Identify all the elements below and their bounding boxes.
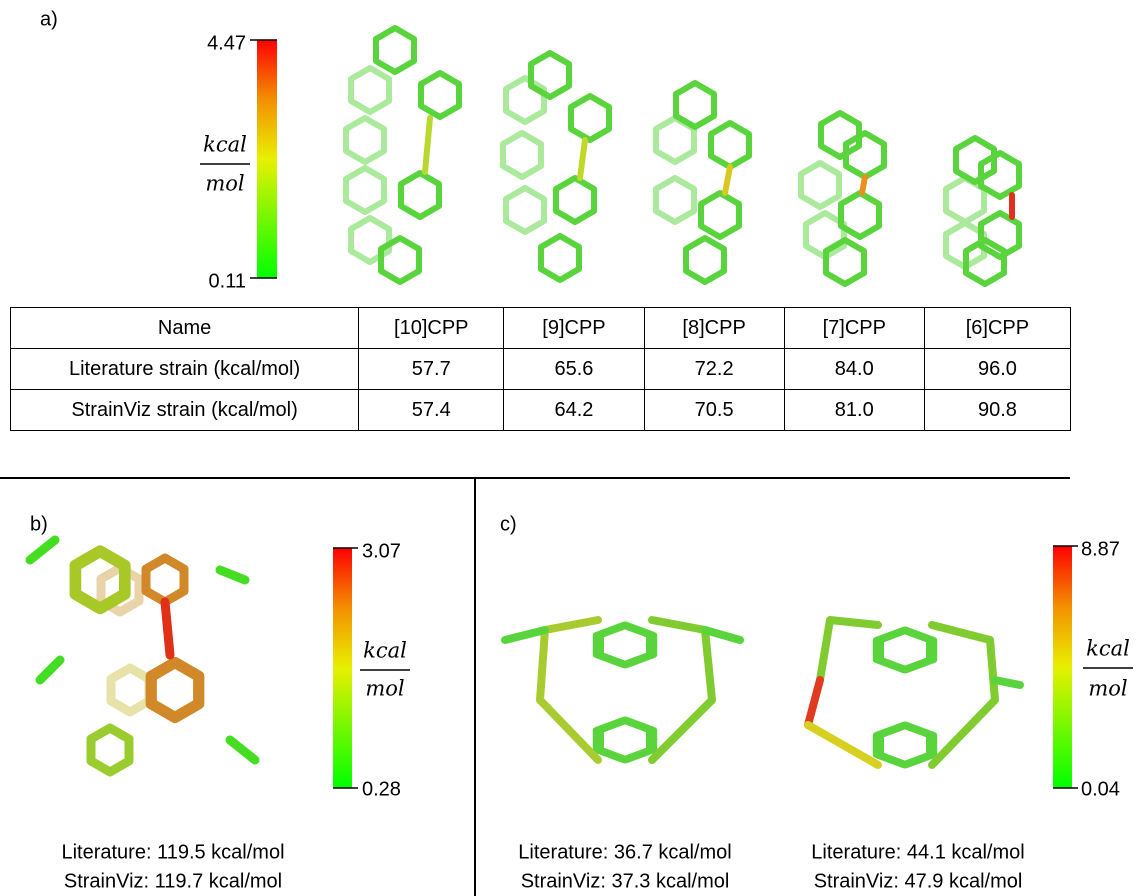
molecule: [656, 83, 749, 282]
unit-numerator: kcal: [203, 133, 247, 157]
molecule: [503, 53, 609, 280]
color-scale: [333, 548, 352, 788]
page: {"panel_a": {"label": "a)", "scale_max":…: [0, 0, 1136, 896]
table-cell: 81.0: [784, 390, 924, 431]
caption: StrainViz: 119.7 kcal/mol: [64, 870, 282, 892]
table-cell: 57.7: [359, 349, 504, 390]
molecule: [346, 28, 459, 282]
table-cell: 57.4: [359, 390, 504, 431]
scale-min: 0.11: [209, 270, 246, 292]
table-cell: 65.6: [504, 349, 644, 390]
panel-label: a): [40, 8, 58, 30]
unit-denominator: mol: [365, 677, 404, 701]
scale-max: 8.87: [1081, 538, 1120, 560]
scale-max: 4.47: [207, 32, 246, 54]
table-cell: [6]CPP: [924, 308, 1070, 349]
table-cell: 64.2: [504, 390, 644, 431]
table-cell: 90.8: [924, 390, 1070, 431]
color-scale: [1053, 546, 1072, 788]
caption: StrainViz: 47.9 kcal/mol: [814, 870, 1023, 892]
caption: Literature: 44.1 kcal/mol: [811, 841, 1024, 863]
unit-numerator: kcal: [363, 639, 407, 663]
table-cell: StrainViz strain (kcal/mol): [11, 390, 359, 431]
table-cell: [9]CPP: [504, 308, 644, 349]
caption: StrainViz: 37.3 kcal/mol: [521, 870, 730, 892]
unit-numerator: kcal: [1086, 637, 1130, 661]
table-cell: Name: [11, 308, 359, 349]
figure: a) 4.47 0.11 kcal mol b): [0, 0, 1136, 896]
caption: Literature: 36.7 kcal/mol: [518, 841, 731, 863]
table-cell: [10]CPP: [359, 308, 504, 349]
caption: Literature: 119.5 kcal/mol: [61, 841, 284, 863]
molecule: [946, 138, 1019, 284]
table-cell: 84.0: [784, 349, 924, 390]
table-cell: Literature strain (kcal/mol): [11, 349, 359, 390]
table-cell: 72.2: [644, 349, 784, 390]
unit-denominator: mol: [205, 172, 244, 196]
panel-label: b): [30, 513, 48, 535]
table-cell: [8]CPP: [644, 308, 784, 349]
scale-max: 3.07: [362, 540, 401, 562]
table-cell: 70.5: [644, 390, 784, 431]
molecule: [808, 620, 1020, 765]
color-scale: [257, 40, 277, 278]
scale-min: 0.28: [362, 778, 401, 800]
unit-denominator: mol: [1088, 677, 1127, 701]
molecule: [30, 540, 255, 772]
panel-label: c): [500, 513, 517, 535]
molecule: [801, 113, 884, 284]
table-cell: 96.0: [924, 349, 1070, 390]
table-row: Name[10]CPP[9]CPP[8]CPP[7]CPP[6]CPP: [11, 308, 1071, 349]
molecule: [505, 620, 740, 760]
scale-min: 0.04: [1081, 778, 1120, 800]
table-cell: [7]CPP: [784, 308, 924, 349]
